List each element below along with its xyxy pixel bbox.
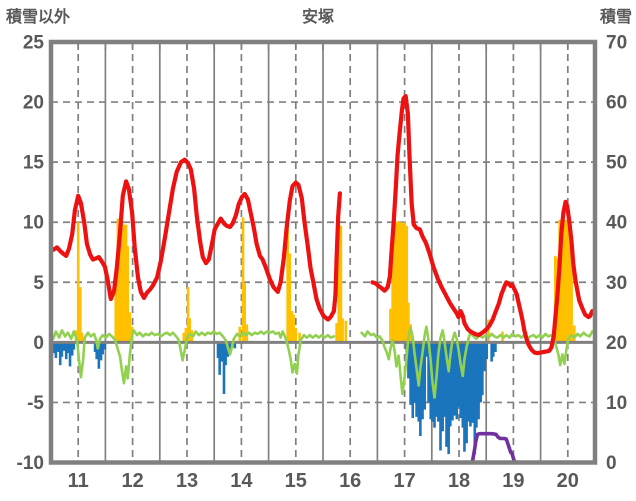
svg-text:16: 16 [339,470,361,492]
svg-text:40: 40 [606,213,627,234]
svg-text:13: 13 [176,470,198,492]
grid-lines [51,42,595,463]
svg-text:60: 60 [606,93,627,114]
svg-text:25: 25 [23,33,45,54]
left-axis-ticks: 25 20 15 10 5 0 -5 -10 [17,33,45,475]
svg-text:5: 5 [33,273,44,294]
svg-text:70: 70 [606,33,627,54]
svg-text:19: 19 [502,470,524,492]
svg-text:18: 18 [448,470,470,492]
svg-text:-5: -5 [27,393,44,414]
svg-text:20: 20 [23,93,44,114]
x-axis-ticks: 11 12 13 14 15 16 17 18 19 20 [68,470,579,492]
svg-text:14: 14 [230,470,253,492]
red-line [51,93,595,356]
svg-text:50: 50 [606,153,627,174]
orange-bars [74,217,576,343]
chart-title: 安塚 [301,9,334,26]
svg-text:20: 20 [606,333,627,354]
blue-bars [52,342,497,455]
svg-text:-10: -10 [17,453,44,474]
svg-text:10: 10 [23,213,44,234]
right-axis-ticks: 70 60 50 40 30 20 10 0 [606,33,627,475]
svg-text:17: 17 [393,470,415,492]
svg-text:15: 15 [23,153,45,174]
svg-text:0: 0 [33,333,44,354]
svg-text:10: 10 [606,393,627,414]
svg-text:15: 15 [285,470,307,492]
left-axis-title: 積雪以外 [6,9,71,26]
right-axis-title: 積雪 [599,9,632,26]
svg-text:20: 20 [557,470,579,492]
svg-text:30: 30 [606,273,627,294]
plot-border [48,39,598,465]
purple-line [49,431,597,465]
svg-text:12: 12 [121,470,143,492]
svg-text:11: 11 [68,470,89,492]
svg-text:0: 0 [606,453,617,474]
